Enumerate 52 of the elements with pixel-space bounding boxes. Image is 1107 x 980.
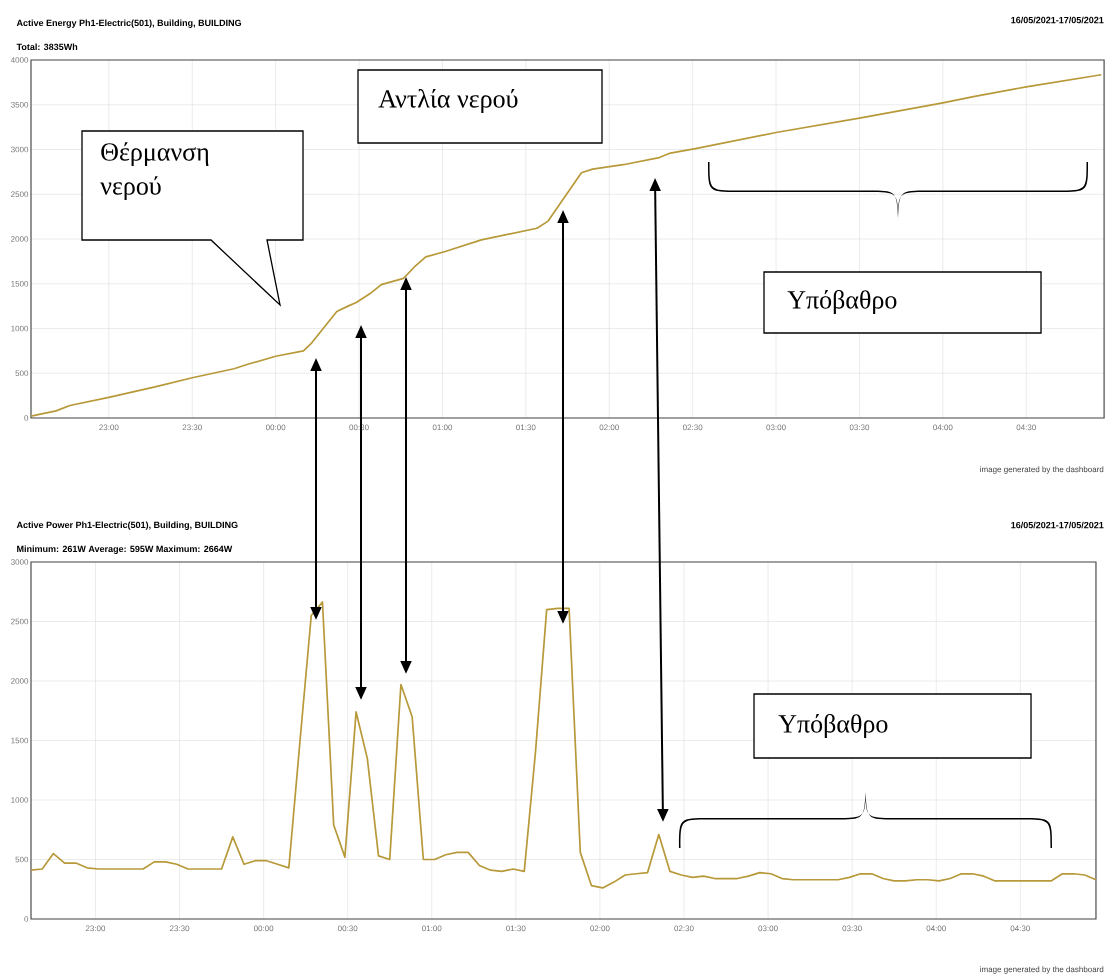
- x-tick-label: 03:00: [758, 925, 778, 932]
- chart-subtitle: Minimum: 261W Average: 595W Maximum: 2664W: [17, 545, 233, 554]
- y-tick-label: 1000: [11, 797, 29, 803]
- x-tick-label: 01:30: [516, 424, 536, 431]
- text: 16/05/2021-17/05/2021: [1011, 16, 1104, 24]
- x-tick-label: 04:00: [933, 424, 953, 431]
- annotation: Υπόβαθρο: [778, 714, 888, 738]
- y-tick-label: 2000: [11, 678, 29, 684]
- chart-title: Active Power Ph1-Electric(501), Building, BUILDING: [16, 521, 238, 530]
- x-tick-label: 04:30: [1016, 424, 1036, 431]
- text: 16/05/2021-17/05/2021: [1011, 521, 1104, 529]
- x-tick-label: 23:30: [169, 925, 190, 932]
- x-tick-label: 23:00: [85, 925, 106, 932]
- y-tick-label: 3000: [10, 559, 29, 565]
- x-tick-label: 02:30: [674, 925, 694, 932]
- y-tick-label: 0: [24, 916, 29, 922]
- x-tick-label: 02:00: [590, 925, 610, 932]
- y-tick-label: 3000: [10, 146, 29, 153]
- x-tick-label: 23:30: [182, 424, 202, 431]
- y-tick-label: 1000: [11, 325, 29, 332]
- x-tick-label: 01:00: [422, 925, 442, 932]
- text: image generated by the dashboard: [980, 466, 1104, 474]
- y-tick-label: 1500: [11, 737, 29, 744]
- x-tick-label: 01:30: [506, 925, 526, 932]
- x-tick-label: 03:30: [849, 424, 870, 431]
- line-series: [30, 73, 1103, 418]
- y-tick-label: 4000: [10, 57, 29, 63]
- y-tick-label: 2500: [11, 618, 29, 625]
- x-tick-label: 02:30: [682, 424, 703, 431]
- annotation: Υπόβαθρο: [787, 290, 897, 314]
- x-tick-label: 23:00: [99, 424, 119, 431]
- x-tick-label: 03:30: [842, 925, 862, 932]
- x-tick-label: 02:00: [599, 424, 619, 431]
- chart-subtitle: Total: 3835Wh: [16, 43, 78, 51]
- y-tick-label: 2000: [11, 236, 29, 242]
- x-tick-label: 00:30: [337, 925, 358, 932]
- y-tick-label: 1500: [11, 280, 29, 287]
- text: image generated by the dashboard: [980, 966, 1104, 974]
- annotation: Θέρμανση νερού: [100, 142, 209, 201]
- x-tick-label: 00:00: [253, 925, 274, 932]
- y-tick-label: 0: [24, 415, 29, 421]
- x-tick-label: 04:30: [1010, 925, 1030, 932]
- y-tick-label: 500: [15, 370, 29, 377]
- annotation: Αντλία νερού: [378, 89, 518, 113]
- x-tick-label: 00:00: [265, 424, 286, 431]
- x-tick-label: 04:00: [926, 925, 946, 932]
- y-tick-label: 500: [15, 856, 29, 863]
- chart-title: Active Energy Ph1-Electric(501), Building, BUILDING: [16, 19, 242, 28]
- x-tick-label: 03:00: [766, 424, 786, 431]
- y-tick-label: 3500: [10, 101, 29, 108]
- x-tick-label: 01:00: [432, 424, 453, 431]
- y-tick-label: 2500: [11, 191, 29, 198]
